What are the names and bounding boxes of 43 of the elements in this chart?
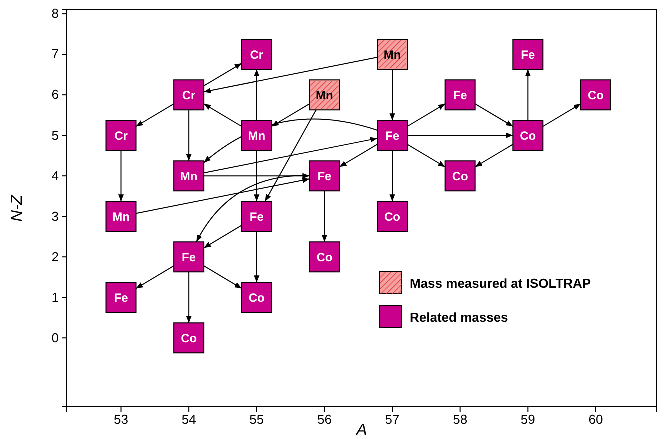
x-tick-label: 60 [588,412,604,428]
y-tick-label: 4 [52,168,59,184]
legend-label: Mass measured at ISOLTRAP [410,276,592,291]
y-tick-label: 3 [52,208,59,224]
x-tick-label: 54 [182,412,196,428]
annotation: Co [384,210,401,224]
x-axis-title: A [356,422,368,439]
annotation: Co [588,88,604,103]
y-tick-label: 8 [52,6,59,22]
annotation: Cr [182,88,196,103]
annotation: Mn [384,48,402,62]
y-tick-label: 5 [52,128,59,143]
y-tick-label: 7 [52,46,59,62]
annotation: Cr [114,129,128,144]
annotation: Co [181,332,198,346]
annotation: Mn [316,88,334,103]
y-tick-label: 6 [52,87,59,102]
y-tick-label: 2 [52,249,59,264]
annotation: Fe [521,48,536,62]
annotation: Mn [112,210,130,224]
annotation: Mn [180,170,198,184]
x-tick-label: 57 [385,412,400,428]
annotation: Co [452,170,468,184]
x-tick-label: 59 [520,412,536,428]
x-tick-label: 58 [453,412,468,428]
annotation: Co [316,250,333,265]
x-tick-label: 55 [250,412,264,428]
annotation: Fe [250,210,264,224]
y-tick-label: 0 [52,330,59,346]
annotation: Fe [386,129,400,144]
x-tick-label: 53 [114,412,128,428]
annotation: Cr [250,48,264,62]
annotation: Fe [453,88,468,103]
annotation: Fe [114,291,129,306]
annotation: Fe [318,170,332,184]
legend-label: Related masses [410,310,508,325]
y-axis-title: N-Z [9,194,26,222]
x-tick-label: 56 [317,412,332,428]
y-tick-label: 1 [52,290,59,305]
annotation: Co [248,291,265,306]
annotation: Fe [182,250,196,265]
annotation: Co [520,129,536,144]
annotation: Mn [248,129,266,144]
